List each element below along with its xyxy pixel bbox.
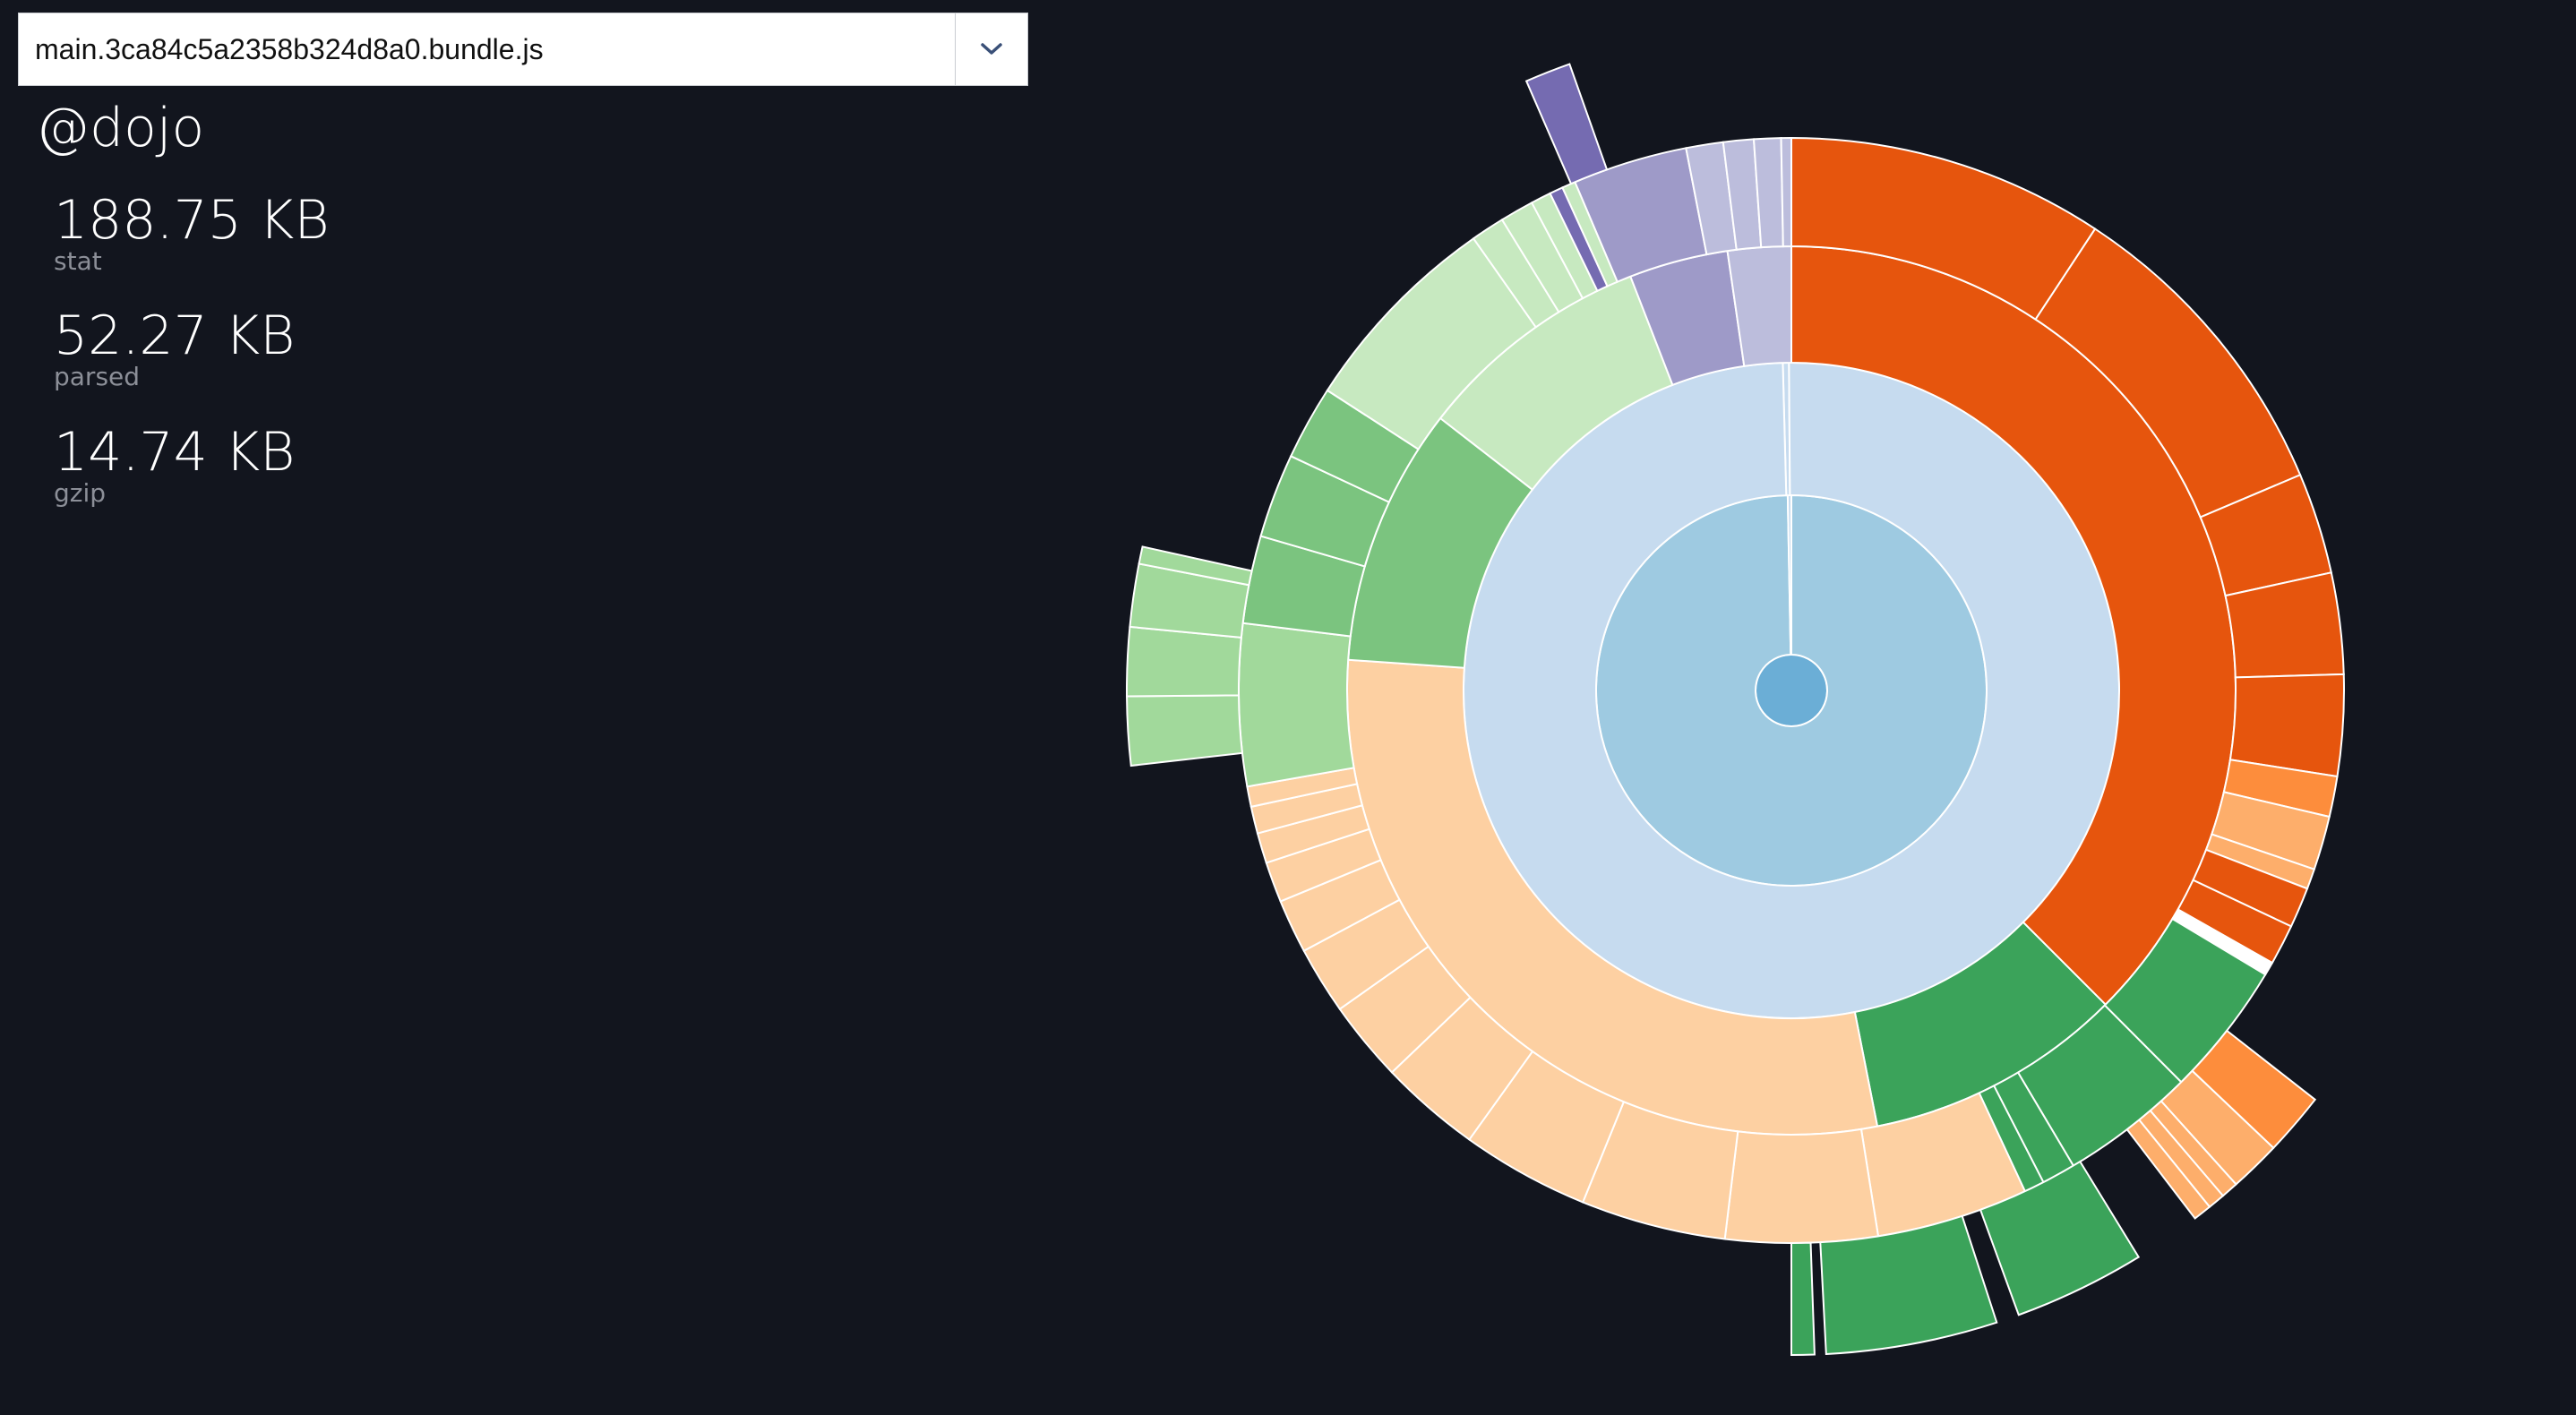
module-title: @dojo — [36, 97, 205, 159]
parsed-size: 52.27 KB parsed — [54, 307, 295, 390]
sunburst-segment-l4-41[interactable] — [1780, 136, 1792, 248]
sunburst-segment-l5-7[interactable] — [1790, 1241, 1816, 1357]
sunburst-segment-l4-4[interactable] — [2228, 673, 2345, 778]
sunburst-segment-l5-8[interactable] — [1126, 694, 1244, 768]
chevron-down-icon[interactable] — [955, 13, 1027, 85]
stat-size-value: 188.75 KB — [54, 189, 330, 252]
sunburst-segment-l5-11[interactable] — [1138, 545, 1253, 587]
sunburst-segment-l5-9[interactable] — [1126, 625, 1242, 698]
sunburst-segment-l5-5[interactable] — [1979, 1160, 2141, 1316]
sunburst-segment-l4-27[interactable] — [1238, 622, 1355, 788]
gzip-size-value: 14.74 KB — [54, 421, 296, 484]
gzip-size: 14.74 KB gzip — [54, 424, 295, 506]
parsed-size-label: parsed — [54, 362, 141, 391]
sunburst-segment-l5-6[interactable] — [1819, 1214, 1998, 1356]
sunburst-segment-l4-16[interactable] — [1723, 1128, 1880, 1244]
sunburst-segment-l5-12[interactable] — [1524, 63, 1609, 185]
sunburst-segment-l5-4[interactable] — [2125, 1119, 2211, 1220]
stat-size: 188.75 KB stat — [54, 192, 330, 274]
bundle-select-value[interactable]: main.3ca84c5a2358b324d8a0.bundle.js — [35, 32, 544, 65]
stat-size-label: stat — [54, 246, 102, 276]
gzip-size-label: gzip — [54, 478, 107, 508]
bundle-select[interactable]: main.3ca84c5a2358b324d8a0.bundle.js — [18, 13, 1028, 86]
parsed-size-value: 52.27 KB — [54, 304, 296, 367]
